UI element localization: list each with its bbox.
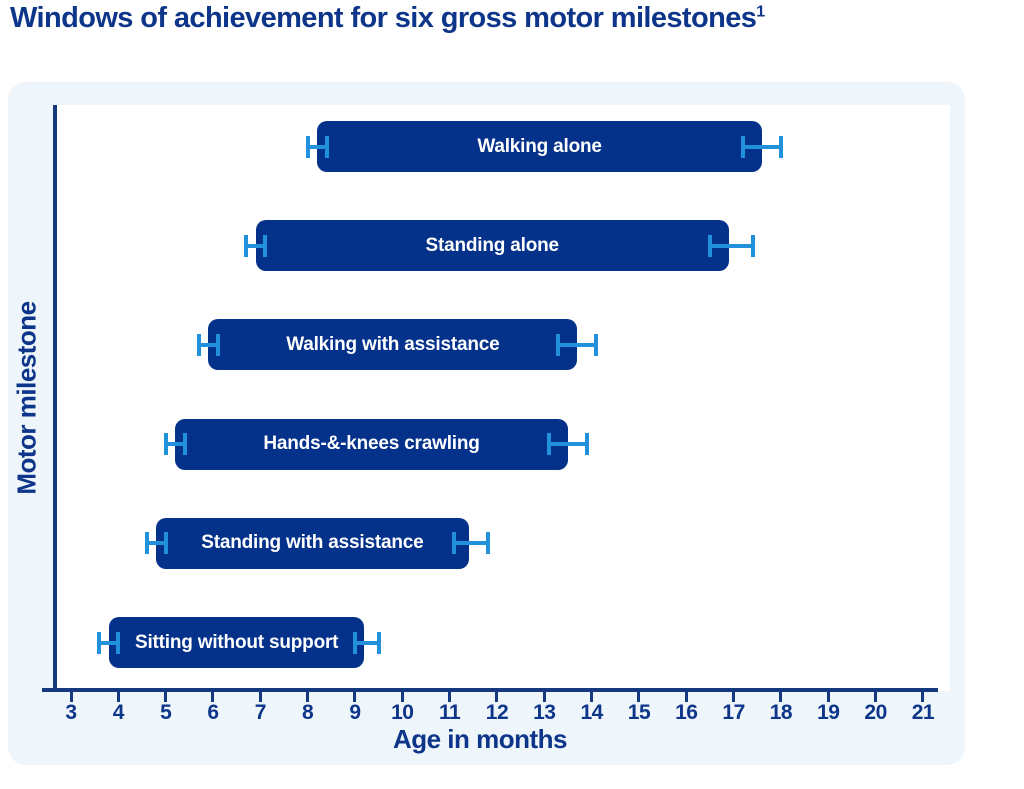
- right-whisker-line: [709, 243, 753, 248]
- y-axis-line: [53, 105, 57, 692]
- x-tick-label: 15: [627, 701, 651, 724]
- x-tick: [353, 692, 357, 702]
- milestone-bar-label: Standing with assistance: [201, 532, 424, 554]
- chart-title: Windows of achievement for six gross mot…: [10, 2, 1010, 35]
- x-tick-label: 4: [112, 701, 125, 724]
- left-whisker-line: [198, 342, 218, 347]
- right-whisker-line: [743, 144, 781, 149]
- x-tick: [306, 692, 310, 702]
- right-whisker-cap: [778, 135, 783, 158]
- left-whisker-line: [99, 640, 119, 645]
- x-tick-label: 13: [533, 701, 556, 724]
- milestone-bar: Sitting without support: [108, 617, 365, 668]
- right-whisker-cap: [547, 433, 552, 456]
- x-tick: [874, 692, 878, 702]
- milestone-bar: Walking with assistance: [208, 319, 578, 371]
- milestone-bar-label: Standing alone: [425, 234, 560, 256]
- right-whisker-cap: [707, 234, 712, 257]
- x-tick: [164, 692, 168, 702]
- right-whisker-line: [549, 442, 587, 447]
- right-whisker-cap: [750, 234, 755, 257]
- right-whisker-cap: [741, 135, 746, 158]
- right-whisker-cap: [452, 532, 457, 555]
- x-tick-label: 7: [254, 701, 267, 724]
- left-whisker-cap: [163, 433, 168, 456]
- plot-area: [55, 105, 950, 691]
- x-axis-title: Age in months: [392, 724, 568, 754]
- right-whisker-line: [354, 640, 379, 645]
- x-tick: [211, 692, 215, 702]
- left-whisker-cap: [163, 532, 168, 555]
- x-tick-label: 8: [302, 701, 314, 724]
- left-whisker-cap: [182, 433, 187, 456]
- left-whisker-cap: [196, 333, 201, 356]
- left-whisker-cap: [305, 135, 310, 158]
- left-whisker-line: [165, 442, 185, 447]
- right-whisker-cap: [376, 631, 381, 654]
- left-whisker-cap: [324, 135, 329, 158]
- milestone-bar-label: Walking with assistance: [286, 333, 500, 355]
- x-tick-label: 20: [864, 701, 887, 724]
- x-tick: [921, 692, 925, 702]
- x-tick-label: 9: [349, 701, 361, 724]
- x-tick-label: 11: [439, 701, 461, 724]
- x-tick: [448, 692, 452, 702]
- x-tick: [258, 692, 262, 702]
- x-tick: [637, 692, 641, 702]
- x-tick: [495, 692, 499, 702]
- right-whisker-cap: [485, 532, 490, 555]
- chart-title-text: Windows of achievement for six gross mot…: [10, 2, 757, 34]
- milestone-bar-label: Walking alone: [477, 135, 602, 157]
- milestone-bar-label: Hands-&-knees crawling: [263, 433, 480, 455]
- left-whisker-line: [246, 243, 266, 248]
- left-whisker-line: [307, 144, 327, 149]
- x-tick: [684, 692, 688, 702]
- left-whisker-cap: [263, 234, 268, 257]
- left-whisker-cap: [97, 631, 102, 654]
- y-axis-title: Motor milestone: [11, 301, 42, 495]
- left-whisker-line: [146, 541, 166, 546]
- right-whisker-line: [454, 541, 488, 546]
- left-whisker-cap: [215, 333, 220, 356]
- left-whisker-cap: [244, 234, 249, 257]
- x-tick-label: 21: [911, 701, 935, 724]
- x-tick: [826, 692, 830, 702]
- x-tick: [400, 692, 404, 702]
- x-tick-label: 5: [160, 701, 172, 724]
- right-whisker-cap: [594, 333, 599, 356]
- x-tick: [69, 692, 73, 702]
- x-tick-label: 10: [391, 701, 414, 724]
- right-whisker-cap: [556, 333, 561, 356]
- x-tick: [590, 692, 594, 702]
- left-whisker-cap: [116, 631, 121, 654]
- milestone-bar: Standing alone: [255, 220, 729, 272]
- right-whisker-cap: [352, 631, 357, 654]
- x-tick: [542, 692, 546, 702]
- left-whisker-cap: [144, 532, 149, 555]
- x-tick: [779, 692, 783, 702]
- x-tick-label: 18: [769, 701, 793, 724]
- milestone-bar-label: Sitting without support: [135, 631, 339, 653]
- right-whisker-line: [558, 342, 597, 347]
- x-tick-label: 14: [580, 701, 603, 724]
- x-tick-label: 16: [675, 701, 698, 724]
- chart-title-footnote-marker: 1: [756, 3, 765, 21]
- x-tick-label: 19: [817, 701, 840, 724]
- x-tick: [116, 692, 120, 702]
- x-tick-label: 12: [485, 701, 509, 724]
- x-tick: [732, 692, 736, 702]
- x-tick-label: 17: [722, 701, 745, 724]
- milestone-bar: Walking alone: [317, 121, 762, 172]
- milestone-bar: Standing with assistance: [156, 517, 469, 569]
- x-tick-label: 3: [65, 701, 77, 724]
- x-tick-label: 6: [207, 701, 219, 724]
- right-whisker-cap: [584, 433, 589, 456]
- x-axis-line: [42, 688, 938, 692]
- milestone-bar: Hands-&-knees crawling: [175, 418, 568, 470]
